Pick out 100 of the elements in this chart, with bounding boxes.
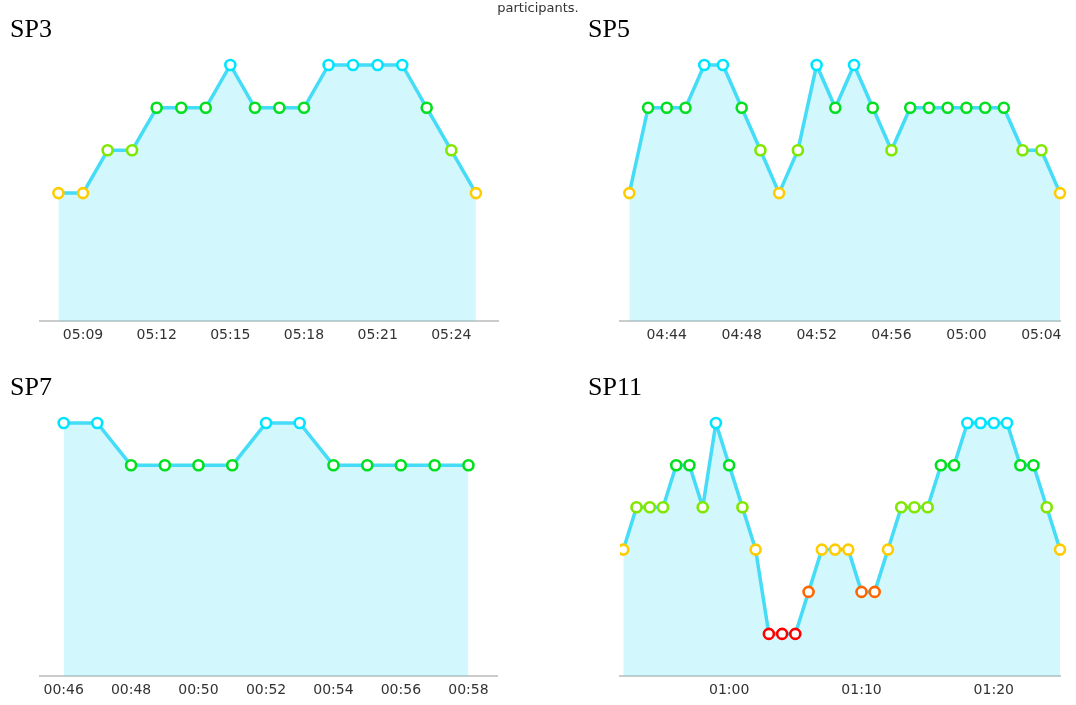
point (101, 144, 114, 157)
point (749, 543, 762, 556)
point (828, 543, 842, 556)
point (908, 501, 921, 514)
x-tick-label: 01:10 (841, 681, 882, 698)
point (987, 416, 1001, 430)
point (1016, 144, 1029, 157)
point (248, 101, 262, 115)
point (1040, 501, 1054, 514)
point (224, 58, 237, 72)
point (643, 501, 657, 514)
x-tick-label: 05:09 (62, 326, 104, 343)
point (697, 58, 711, 72)
point (802, 585, 815, 599)
point (894, 501, 908, 514)
point (847, 58, 861, 72)
point (997, 101, 1011, 115)
x-tick-label: 00:52 (245, 681, 287, 698)
point (656, 501, 670, 514)
point (903, 101, 917, 115)
point (469, 186, 483, 200)
point (641, 101, 655, 115)
x-tick-label: 05:00 (946, 326, 987, 343)
text: participants. (496, 0, 580, 15)
point (623, 186, 636, 200)
point (841, 543, 855, 556)
point (960, 101, 973, 115)
point (297, 101, 311, 115)
point (974, 416, 987, 430)
point (881, 543, 895, 556)
point (978, 101, 992, 115)
point (709, 416, 723, 430)
point (273, 101, 286, 115)
point (683, 458, 696, 472)
x-tick-label: 00:46 (43, 681, 84, 698)
point (736, 501, 749, 514)
point (150, 101, 163, 115)
x-tick-label: 01:20 (973, 681, 1014, 698)
point (735, 101, 748, 115)
x-tick-label: 04:56 (871, 326, 912, 343)
chart-title: SP5 (588, 14, 630, 44)
point (322, 58, 335, 72)
point (1000, 416, 1014, 430)
point (716, 58, 730, 72)
point (810, 58, 823, 72)
point (961, 416, 974, 430)
chart-title: SP3 (10, 14, 52, 44)
point (1053, 543, 1067, 556)
point (754, 144, 767, 157)
point (934, 458, 948, 472)
x-tick-label: 00:54 (313, 681, 354, 698)
point (762, 627, 776, 641)
point (815, 543, 829, 556)
point (1014, 458, 1027, 472)
x-tick-label: 01:00 (708, 681, 750, 698)
point (868, 585, 881, 599)
x-tick-label: 05:18 (283, 326, 325, 343)
point (125, 144, 139, 157)
point (922, 101, 936, 115)
point (1027, 458, 1040, 472)
point (679, 101, 692, 115)
point (941, 101, 954, 115)
x-tick-label: 00:56 (380, 681, 422, 698)
x-tick-label: 05:24 (431, 326, 472, 343)
x-tick-label: 05:21 (357, 326, 398, 343)
point (885, 144, 898, 157)
point (395, 58, 409, 72)
point (199, 101, 213, 115)
x-tick-label: 04:44 (646, 326, 687, 343)
x-tick-label: 00:58 (448, 681, 489, 698)
point (76, 186, 90, 200)
x-tick-label: 05:12 (136, 326, 177, 343)
point (696, 501, 710, 514)
point (420, 101, 433, 115)
x-tick-label: 05:04 (1021, 326, 1062, 343)
point (445, 144, 458, 157)
point (772, 186, 786, 200)
point (866, 101, 880, 115)
point (1035, 144, 1048, 157)
point (722, 458, 736, 472)
point (371, 58, 384, 72)
point (660, 101, 674, 115)
point (947, 458, 961, 472)
point (630, 501, 643, 514)
point (789, 627, 802, 641)
x-tick-label: 00:48 (110, 681, 152, 698)
point (855, 585, 868, 599)
point (669, 458, 683, 472)
x-tick-label: 00:50 (178, 681, 219, 698)
point (174, 101, 188, 115)
point (52, 186, 65, 200)
point (346, 58, 360, 72)
chart-title: SP7 (10, 372, 52, 402)
x-tick-label: 04:52 (796, 326, 837, 343)
point (921, 501, 934, 514)
chart-title: SP11 (588, 372, 642, 402)
point (1053, 186, 1067, 200)
point (791, 144, 805, 157)
x-tick-label: 05:15 (210, 326, 251, 343)
point (775, 627, 789, 641)
